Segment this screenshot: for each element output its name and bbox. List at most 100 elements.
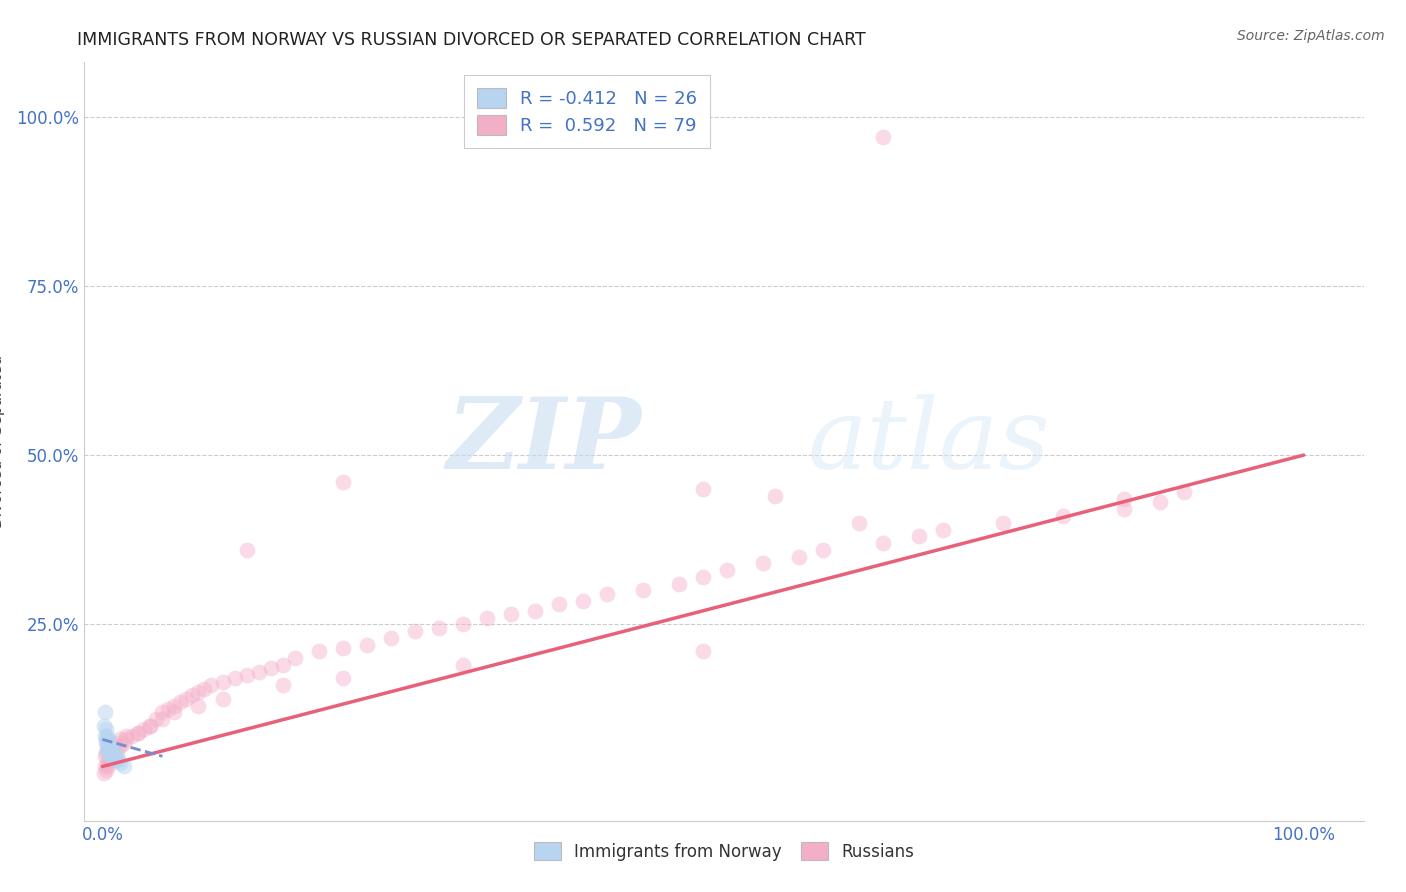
Point: [98, 749, 121, 764]
Point: [271, 678, 294, 692]
Point: [97, 742, 120, 756]
Point: [811, 542, 834, 557]
Legend: Immigrants from Norway, Russians: Immigrants from Norway, Russians: [526, 834, 922, 869]
Point: [332, 640, 354, 655]
Point: [110, 756, 132, 770]
Point: [145, 712, 167, 726]
Point: [427, 621, 450, 635]
Point: [332, 475, 354, 490]
Point: [1052, 508, 1074, 523]
Point: [97, 759, 120, 773]
Point: [127, 725, 149, 739]
Point: [1173, 485, 1195, 500]
Point: [211, 674, 233, 689]
Point: [308, 644, 330, 658]
Point: [96, 729, 118, 743]
Point: [121, 729, 143, 743]
Point: [96, 739, 118, 754]
Point: [139, 719, 162, 733]
Point: [94, 729, 117, 743]
Point: [94, 763, 117, 777]
Point: [94, 746, 117, 760]
Point: [716, 563, 738, 577]
Point: [101, 739, 124, 754]
Point: [548, 597, 571, 611]
Point: [94, 706, 117, 720]
Point: [110, 739, 132, 754]
Point: [98, 742, 121, 756]
Point: [181, 689, 204, 703]
Point: [200, 678, 222, 692]
Point: [752, 557, 775, 571]
Point: [692, 644, 714, 658]
Point: [692, 482, 714, 496]
Point: [101, 742, 124, 756]
Point: [97, 746, 120, 760]
Point: [763, 489, 786, 503]
Point: [100, 746, 122, 760]
Point: [94, 723, 117, 737]
Point: [93, 719, 115, 733]
Point: [404, 624, 426, 639]
Point: [105, 749, 128, 764]
Text: IMMIGRANTS FROM NORWAY VS RUSSIAN DIVORCED OR SEPARATED CORRELATION CHART: IMMIGRANTS FROM NORWAY VS RUSSIAN DIVORC…: [77, 31, 866, 49]
Point: [1149, 495, 1171, 509]
Point: [163, 698, 186, 713]
Point: [523, 604, 546, 618]
Point: [224, 672, 246, 686]
Point: [235, 542, 257, 557]
Point: [112, 759, 135, 773]
Point: [356, 638, 378, 652]
Point: [94, 732, 117, 747]
Point: [103, 746, 125, 760]
Point: [98, 753, 121, 767]
Point: [134, 723, 156, 737]
Point: [104, 753, 127, 767]
Point: [101, 749, 124, 764]
Point: [993, 516, 1015, 530]
Text: atlas: atlas: [807, 394, 1050, 489]
Point: [94, 759, 117, 773]
Point: [96, 756, 118, 770]
Point: [103, 746, 125, 760]
Point: [110, 732, 132, 747]
Point: [193, 681, 215, 696]
Y-axis label: Divorced or Separated: Divorced or Separated: [0, 355, 6, 528]
Point: [692, 570, 714, 584]
Point: [103, 736, 125, 750]
Point: [499, 607, 522, 622]
Point: [284, 651, 307, 665]
Point: [187, 698, 209, 713]
Point: [157, 702, 180, 716]
Point: [668, 576, 690, 591]
Point: [97, 736, 120, 750]
Point: [872, 536, 894, 550]
Point: [100, 739, 122, 754]
Point: [112, 736, 135, 750]
Point: [163, 706, 186, 720]
Point: [101, 753, 124, 767]
Point: [187, 685, 209, 699]
Point: [332, 672, 354, 686]
Point: [631, 583, 654, 598]
Point: [96, 742, 118, 756]
Text: Source: ZipAtlas.com: Source: ZipAtlas.com: [1237, 29, 1385, 43]
Point: [235, 668, 257, 682]
Point: [848, 516, 870, 530]
Point: [94, 749, 117, 764]
Point: [259, 661, 281, 675]
Point: [596, 587, 619, 601]
Point: [247, 665, 270, 679]
Point: [105, 742, 128, 756]
Point: [932, 523, 955, 537]
Point: [271, 657, 294, 672]
Point: [572, 593, 595, 607]
Point: [115, 732, 138, 747]
Point: [152, 706, 174, 720]
Point: [1112, 502, 1135, 516]
Point: [380, 631, 402, 645]
Point: [872, 129, 894, 144]
Point: [169, 695, 191, 709]
Point: [176, 691, 198, 706]
Point: [103, 749, 125, 764]
